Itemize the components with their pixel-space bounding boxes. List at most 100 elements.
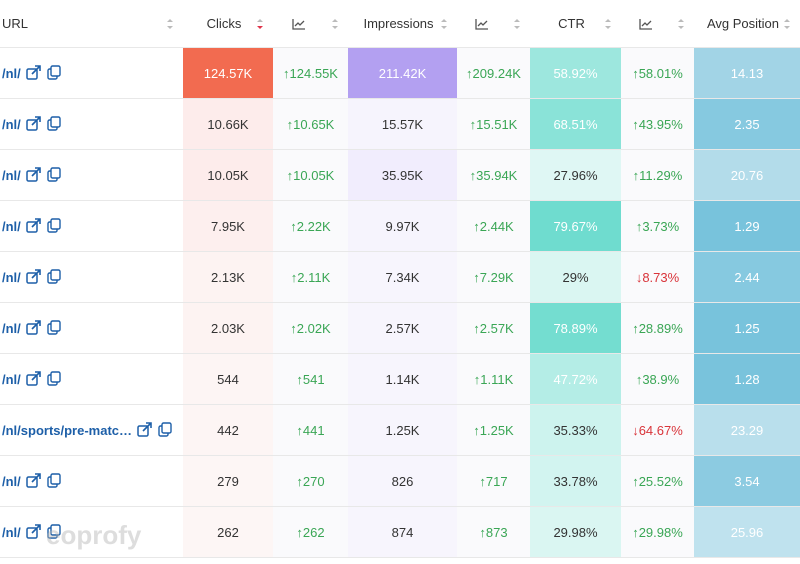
clicks: 262 [217,524,239,540]
impressions: 35.95K [381,167,424,183]
url-cell[interactable]: /nl/sports/pre-matc… [0,405,183,456]
header-cell[interactable]: URL [0,0,183,48]
impressions-change-cell: ↑7.29K [457,252,530,303]
clicks-cell: 7.95K [183,201,273,252]
impressions-change-cell: ↑209.24K [457,48,530,99]
ctr-change: ↑38.9% [635,371,680,387]
url-cell[interactable]: /nl/ [0,252,183,303]
link-actions[interactable] [26,269,62,285]
header-label[interactable]: Impressions [363,16,434,31]
link-actions[interactable] [26,524,62,540]
sort-icon[interactable] [255,17,265,31]
ctr-cell: 29.98% [530,507,621,558]
impressions: 874 [391,524,414,540]
header-cell[interactable]: Impressions [348,0,457,48]
url[interactable]: /nl/ [2,116,21,132]
header-cell[interactable] [621,0,694,48]
header-cell[interactable]: Clicks [183,0,273,48]
ctr-change: ↓64.67% [632,422,683,438]
url[interactable]: /nl/ [2,320,21,336]
ctr: 33.78% [553,473,598,489]
link-actions[interactable] [26,65,62,81]
avg-position: 23.29 [730,422,764,438]
ctr: 27.96% [553,167,598,183]
avg-position: 3.54 [734,473,760,489]
impressions-change-cell: ↑2.57K [457,303,530,354]
sort-icon[interactable] [165,17,175,31]
impressions-cell: 874 [348,507,457,558]
impressions: 9.97K [385,218,420,234]
watermark: eoprofy [46,520,142,550]
clicks: 10.66K [207,116,249,132]
link-actions[interactable] [26,320,62,336]
impressions-cell: 2.57K [348,303,457,354]
ctr: 47.72% [553,371,598,387]
url[interactable]: /nl/ [2,65,21,81]
sort-icon[interactable] [603,17,613,31]
impressions: 15.57K [381,116,424,132]
clicks-change-cell: ↑124.55K [273,48,348,99]
link-actions[interactable] [26,218,62,234]
url-cell[interactable]: /nl/ [0,354,183,405]
header-cell[interactable] [273,0,348,48]
impressions-cell: 15.57K [348,99,457,150]
sort-icon[interactable] [512,17,522,31]
sort-icon[interactable] [676,17,686,31]
impressions-change-cell: ↑15.51K [457,99,530,150]
impressions-change-cell: ↑1.11K [457,354,530,405]
impressions: 2.57K [385,320,420,336]
clicks-change-cell: ↑2.02K [273,303,348,354]
sort-icon[interactable] [782,17,792,31]
header-cell[interactable]: Avg Position [694,0,800,48]
trend-icon[interactable] [474,18,489,30]
link-actions[interactable] [26,473,62,489]
url[interactable]: /nl/ [2,269,21,285]
impressions: 7.34K [385,269,420,285]
impressions-change: ↑7.29K [473,269,514,285]
link-actions[interactable] [26,167,62,183]
url[interactable]: /nl/ [2,524,21,540]
impressions-change: ↑873 [479,524,508,540]
clicks-change-cell: ↑10.05K [273,150,348,201]
impressions-change-cell: ↑35.94K [457,150,530,201]
sort-icon[interactable] [330,17,340,31]
header-label[interactable]: Avg Position [706,16,780,31]
trend-icon[interactable] [638,18,653,30]
url[interactable]: /nl/ [2,473,21,489]
url[interactable]: /nl/ [2,218,21,234]
impressions-cell: 7.34K [348,252,457,303]
link-actions[interactable] [26,116,62,132]
clicks-change-cell: ↑270 [273,456,348,507]
impressions: 826 [391,473,414,489]
header-label[interactable]: CTR [558,16,585,31]
sort-icon[interactable] [439,17,449,31]
clicks-cell: 124.57K [183,48,273,99]
ctr-change: ↑11.29% [632,167,683,183]
url-cell[interactable]: /nl/ [0,48,183,99]
header-cell[interactable]: CTR [530,0,621,48]
avg-position-cell: 20.76 [694,150,800,201]
url-cell[interactable]: /nl/ [0,201,183,252]
ctr-cell: 35.33% [530,405,621,456]
url-cell[interactable]: /nl/ [0,99,183,150]
url-cell[interactable]: /nl/ [0,456,183,507]
url[interactable]: /nl/sports/pre-matc… [2,422,133,438]
link-actions[interactable] [137,422,173,438]
impressions-change: ↑1.11K [473,371,514,387]
header-cell[interactable] [457,0,530,48]
ctr: 29% [562,269,589,285]
clicks-cell: 279 [183,456,273,507]
url[interactable]: /nl/ [2,167,21,183]
url-cell[interactable]: /nl/ [0,507,183,558]
ctr-cell: 47.72% [530,354,621,405]
trend-icon[interactable] [291,18,306,30]
url-cell[interactable]: /nl/ [0,150,183,201]
clicks: 124.57K [203,65,253,81]
avg-position: 20.76 [730,167,764,183]
ctr-cell: 78.89% [530,303,621,354]
link-actions[interactable] [26,371,62,387]
url[interactable]: /nl/ [2,371,21,387]
url-cell[interactable]: /nl/ [0,303,183,354]
header-label[interactable]: URL [2,16,29,31]
header-label[interactable]: Clicks [206,16,242,31]
